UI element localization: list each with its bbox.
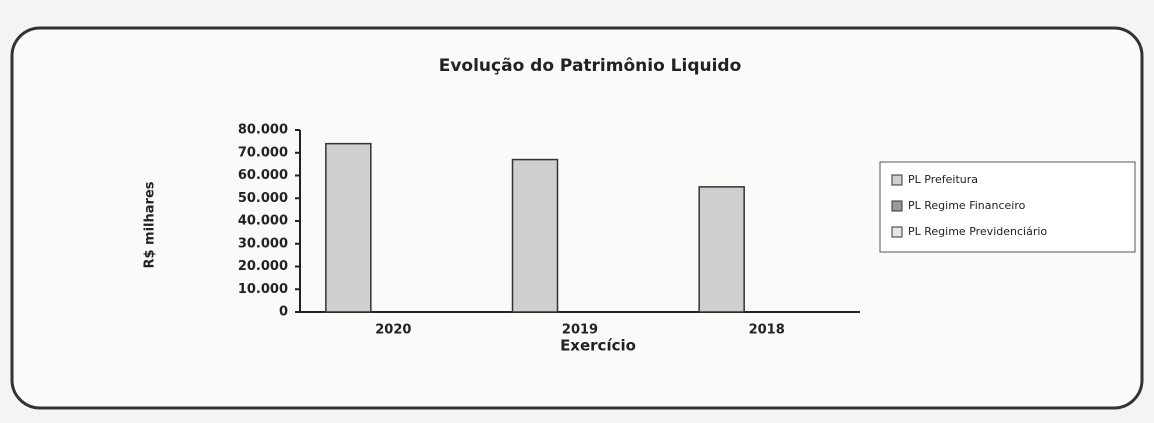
x-tick-label: 2018 — [749, 323, 785, 338]
y-tick-label: 0 — [279, 305, 288, 320]
y-tick-label: 20.000 — [238, 259, 288, 274]
y-axis-label: R$ milhares — [143, 181, 158, 268]
y-tick-label: 60.000 — [238, 168, 288, 183]
x-tick-label: 2020 — [375, 323, 411, 338]
bar — [698, 186, 745, 313]
legend-swatch — [891, 174, 903, 186]
bar — [511, 158, 559, 313]
x-tick-label: 2019 — [562, 323, 598, 338]
x-axis-label: Exercício — [560, 337, 636, 355]
legend-swatch — [891, 226, 903, 238]
legend-label: PL Prefeitura — [908, 173, 978, 186]
legend-label: PL Regime Previdenciário — [908, 225, 1047, 238]
y-tick-label: 40.000 — [238, 214, 288, 229]
legend-swatch — [891, 200, 903, 212]
y-tick-label: 80.000 — [238, 123, 288, 138]
legend-box — [879, 161, 1136, 253]
y-tick-label: 30.000 — [238, 236, 288, 251]
y-tick-label: 70.000 — [238, 145, 288, 160]
bar — [325, 142, 372, 313]
chart-title: Evolução do Patrimônio Liquido — [439, 56, 742, 76]
y-tick-label: 50.000 — [238, 191, 288, 206]
legend-label: PL Regime Financeiro — [908, 199, 1026, 212]
y-tick-label: 10.000 — [238, 282, 288, 297]
